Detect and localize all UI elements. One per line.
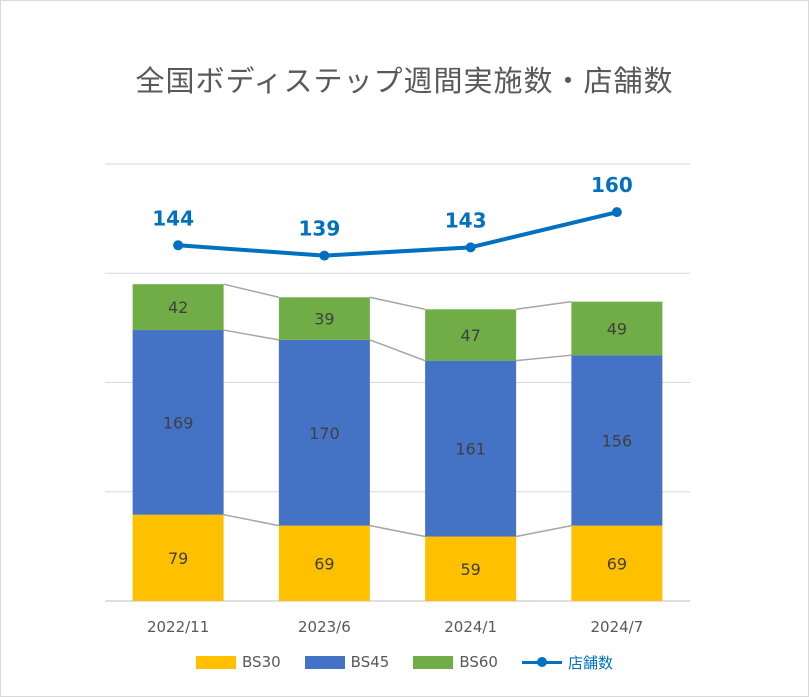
bar-bs30-2: [425, 536, 517, 601]
data-label-bs45-1: 170: [309, 424, 340, 443]
bar-bs30-3: [571, 525, 663, 601]
x-tick-label-2: 2024/1: [444, 618, 497, 636]
chart-title: 全国ボディステップ週間実施数・店舗数: [135, 64, 674, 98]
store-count-label-2: 143: [445, 208, 487, 232]
x-tick-label-3: 2024/7: [590, 618, 643, 636]
series-connector-line: [516, 354, 572, 362]
series-connector-line: [223, 283, 280, 299]
bar-bs45-2: [425, 360, 517, 537]
bar-bs45-0: [132, 330, 224, 515]
legend-swatch-bs45: [304, 655, 345, 669]
data-label-bs60-3: 49: [607, 319, 627, 338]
legend-item-bs30: BS30: [196, 653, 281, 671]
bar-bs60-1: [278, 297, 370, 340]
legend-item-stores: 店舗数: [521, 652, 613, 673]
store-count-label-1: 139: [299, 217, 341, 241]
legend-swatch-stores: [521, 656, 562, 669]
bar-bs45-3: [571, 355, 663, 526]
x-tick-label-0: 2022/11: [147, 618, 209, 636]
series-connector-line: [516, 300, 572, 311]
data-label-bs45-0: 169: [163, 413, 194, 432]
data-label-bs60-1: 39: [314, 310, 334, 329]
data-label-bs60-2: 47: [460, 326, 480, 345]
store-count-line: [176, 210, 619, 258]
data-label-bs30-3: 69: [607, 554, 627, 573]
bar-bs45-1: [278, 339, 370, 526]
store-count-point-3: [611, 207, 622, 218]
legend-label-stores: 店舗数: [567, 653, 613, 672]
data-label-bs60-0: 42: [168, 298, 188, 317]
series-connector-line: [369, 339, 426, 362]
legend-item-bs60: BS60: [413, 653, 498, 671]
legend-swatch-bs30: [196, 655, 237, 669]
legend-label-bs60: BS60: [459, 653, 498, 671]
series-connector-line: [369, 296, 426, 311]
legend-item-bs45: BS45: [304, 653, 390, 671]
data-label-bs45-2: 161: [455, 440, 486, 459]
data-label-bs45-3: 156: [602, 431, 633, 450]
series-connector-line: [515, 524, 572, 538]
store-count-label-3: 160: [591, 173, 633, 197]
legend-label-bs45: BS45: [350, 653, 390, 671]
store-count-label-0: 144: [152, 206, 194, 230]
bar-bs30-0: [132, 514, 224, 601]
series-connector-line: [223, 513, 280, 527]
x-tick-label-1: 2023/6: [298, 618, 351, 636]
series-connector-line: [223, 329, 280, 341]
bar-bs60-3: [571, 301, 663, 356]
bar-bs60-2: [425, 309, 517, 361]
store-count-point-2: [465, 242, 476, 253]
bar-bs60-0: [132, 284, 224, 331]
store-count-point-0: [173, 240, 184, 251]
series-connector-line: [369, 524, 426, 538]
data-label-bs30-2: 59: [460, 560, 480, 579]
bar-bs30-1: [278, 525, 370, 601]
legend: BS30 BS45 BS60 店舗数: [0, 650, 809, 674]
store-count-point-1: [319, 250, 330, 261]
data-label-bs30-1: 69: [314, 554, 334, 573]
legend-label-bs30: BS30: [242, 653, 281, 671]
legend-swatch-bs60: [413, 655, 454, 669]
data-label-bs30-0: 79: [168, 549, 188, 568]
